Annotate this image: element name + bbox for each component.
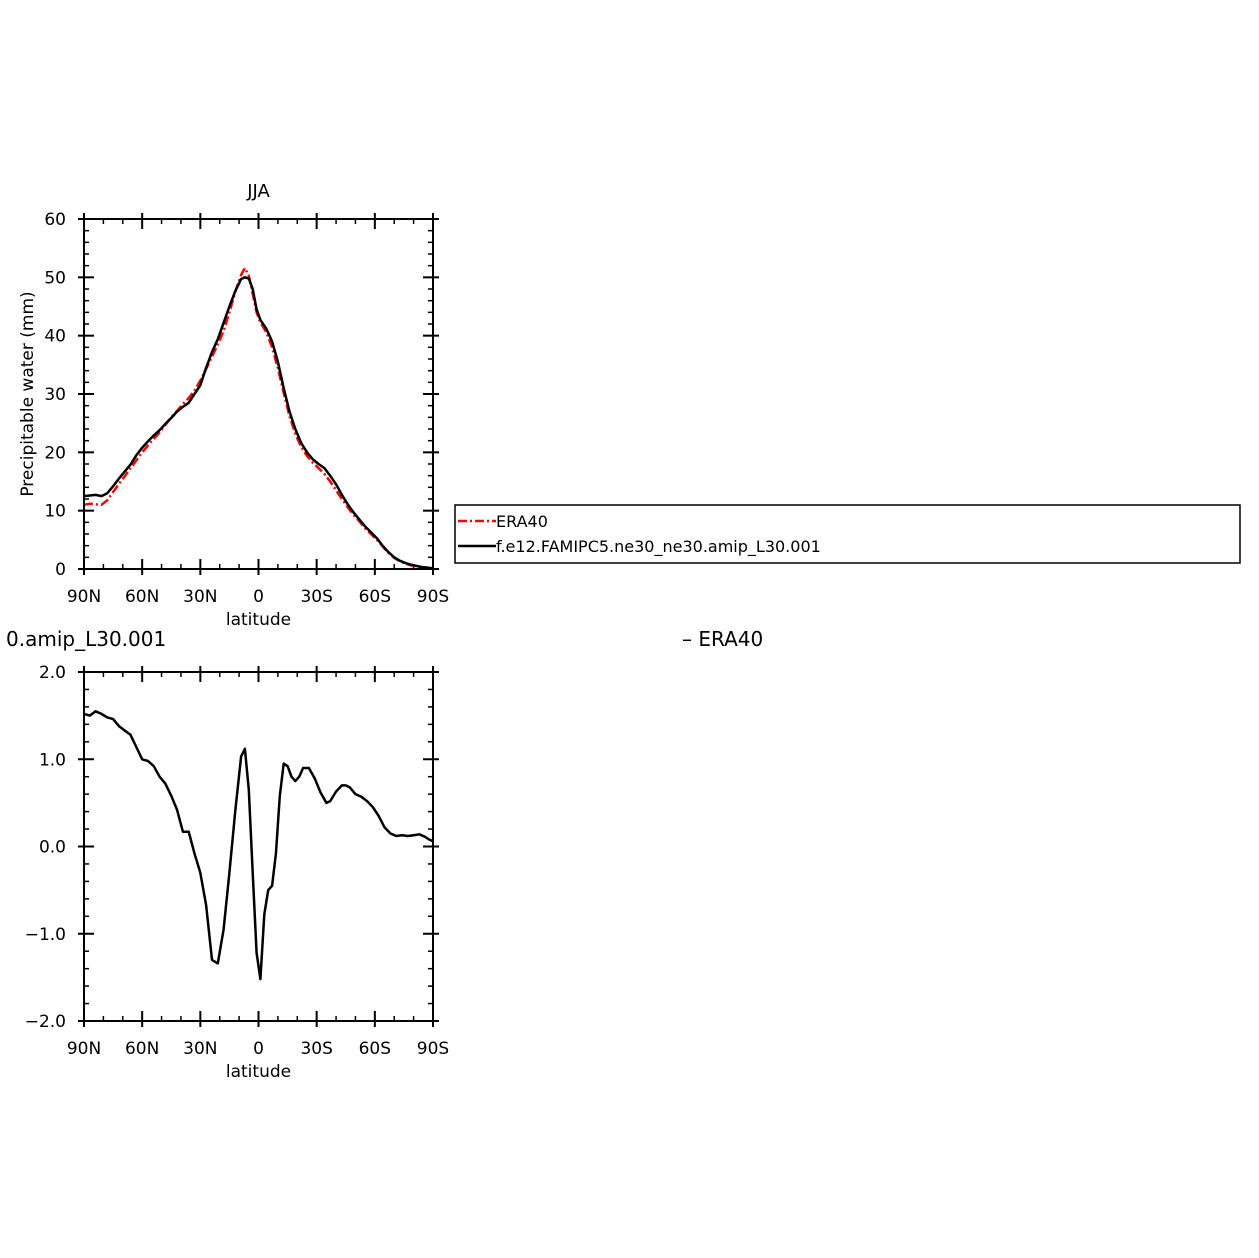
- x-tick-label: 90S: [417, 1039, 449, 1059]
- y-tick-label: 30: [44, 385, 66, 405]
- bottom-panel-difference: 90N 60N 30N 0 30S 60S 90S −2.0 −1.0 0.0 1.0 2.0 lati…: [18, 663, 450, 1082]
- y-tick-label: 50: [44, 268, 66, 288]
- x-tick-label: 60S: [359, 587, 391, 607]
- y-tick-label: 20: [44, 443, 66, 463]
- legend-label-model: f.e12.FAMIPC5.ne30_ne30.amip_L30.001: [496, 537, 821, 557]
- legend-box: [454, 504, 1241, 564]
- y-axis-title: Precipitable water (mm): [18, 291, 38, 496]
- cropped-title-right: – ERA40: [682, 627, 763, 651]
- y-tick-label: 1.0: [39, 750, 66, 770]
- series-line-model: [83, 710, 434, 981]
- x-axis-title: latitude: [226, 610, 291, 630]
- x-tick-label: 0: [253, 1039, 264, 1059]
- y-tick-label: −2.0: [25, 1012, 66, 1032]
- x-tick-label: 30N: [183, 1039, 217, 1059]
- x-tick-label: 30S: [300, 1039, 332, 1059]
- y-tick-label: 40: [44, 327, 66, 347]
- y-axis-title: Precipitable water (mm): [18, 744, 38, 949]
- y-tick-label: 10: [44, 502, 66, 522]
- cropped-title-left: 0.amip_L30.001: [6, 627, 166, 651]
- top-panel-precipitable-water: 90N 60N 30N 0 30S 60S 90S 0 10 20 30 40 50 60 JJA latit…: [18, 181, 449, 630]
- legend-label-era40: ERA40: [496, 512, 548, 531]
- x-tick-label: 90N: [67, 1039, 101, 1059]
- x-tick-label: 60S: [359, 1039, 391, 1059]
- y-tick-label: 0.0: [39, 838, 66, 858]
- x-tick-label: 30S: [300, 587, 332, 607]
- x-tick-label: 0: [253, 587, 264, 607]
- plot-frame: [83, 671, 434, 1022]
- y-tick-label: 0: [55, 560, 66, 580]
- plot-frame: [83, 218, 434, 570]
- y-tick-label: 2.0: [39, 663, 66, 683]
- x-tick-label: 90S: [417, 587, 449, 607]
- x-tick-label: 60N: [125, 1039, 159, 1059]
- x-tick-label: 90N: [67, 587, 101, 607]
- series-line-model: [83, 276, 434, 570]
- legend: ERA40 f.e12.FAMIPC5.ne30_ne30.amip_L30.0…: [454, 504, 1241, 564]
- x-tick-label: 30N: [183, 587, 217, 607]
- y-tick-label: 60: [44, 210, 66, 230]
- x-tick-label: 60N: [125, 587, 159, 607]
- chart-title: JJA: [246, 181, 270, 202]
- y-tick-label: −1.0: [25, 925, 66, 945]
- x-axis-title: latitude: [226, 1062, 291, 1082]
